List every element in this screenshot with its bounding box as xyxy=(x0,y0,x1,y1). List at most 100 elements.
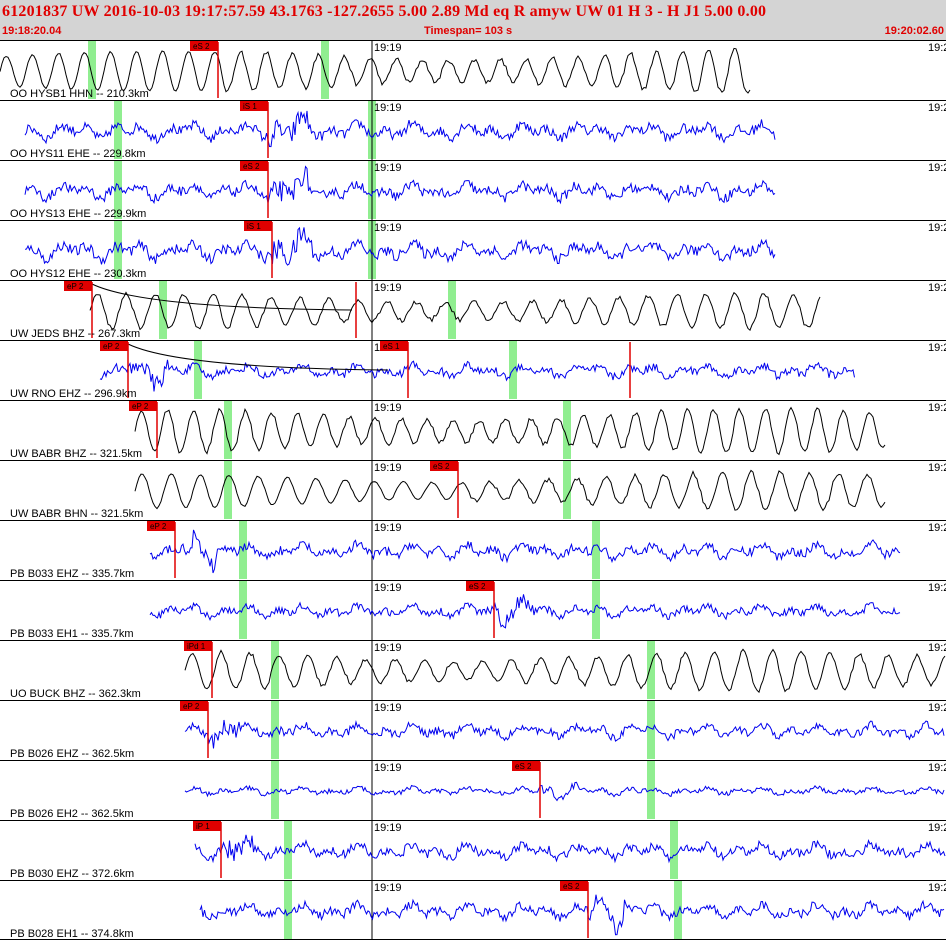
phase-pick-flag[interactable] xyxy=(147,521,175,531)
waveform-trace[interactable] xyxy=(184,781,945,802)
phase-pick-flag[interactable] xyxy=(512,761,540,771)
predicted-phase-marker xyxy=(592,521,600,579)
channel-label: PB B033 EHZ -- 335.7km xyxy=(10,568,134,580)
channel-label: PB B033 EH1 -- 335.7km xyxy=(10,628,134,640)
predicted-phase-marker xyxy=(647,641,655,699)
phase-pick-label: eS 1 xyxy=(383,342,400,351)
right-edge-label: 19:2 xyxy=(928,282,946,294)
right-edge-label: 19:2 xyxy=(928,162,946,174)
phase-pick-label: iPd 1 xyxy=(187,642,206,651)
phase-pick-flag[interactable] xyxy=(466,581,494,591)
time-tick-label: 19:19 xyxy=(374,42,402,54)
trace-panel[interactable]: 19:19 19:2 eS 2 OO HYSB1 HHN -- 210.3km xyxy=(0,40,946,101)
right-edge-label: 19:2 xyxy=(928,222,946,234)
channel-label: UW JEDS BHZ -- 267.3km xyxy=(10,328,140,340)
phase-pick-flag[interactable] xyxy=(240,101,268,111)
phase-pick-label: eS 2 xyxy=(243,162,260,171)
waveform-trace[interactable] xyxy=(134,406,886,456)
predicted-phase-marker xyxy=(159,281,167,339)
right-edge-label: 19:2 xyxy=(928,702,946,714)
phase-pick-flag[interactable] xyxy=(100,341,128,351)
waveform-trace[interactable] xyxy=(99,359,855,392)
channel-label: OO HYS11 EHE -- 229.8km xyxy=(10,148,146,160)
predicted-phase-marker xyxy=(674,881,682,939)
right-edge-label: 19:2 xyxy=(928,882,946,894)
channel-label: PB B026 EHZ -- 362.5km xyxy=(10,748,134,760)
channel-label: UW BABR BHZ -- 321.5km xyxy=(10,448,142,460)
channel-label: UW RNO EHZ -- 296.9km xyxy=(10,388,137,400)
waveform-trace[interactable] xyxy=(89,291,821,332)
waveform-trace[interactable] xyxy=(134,469,886,512)
trace-panel[interactable]: 19:19 19:2 eP 2 UW BABR BHZ -- 321.5km xyxy=(0,400,946,461)
time-tick-label: 19:19 xyxy=(374,462,402,474)
phase-pick-label: eP 2 xyxy=(150,522,167,531)
time-tick-label: 19:19 xyxy=(374,702,402,714)
phase-pick-flag[interactable] xyxy=(240,161,268,171)
phase-pick-label: iS 1 xyxy=(243,102,257,111)
trace-panel[interactable]: 19:19 19:2 eS 2 OO HYS13 EHE -- 229.9km xyxy=(0,160,946,221)
phase-pick-label: eS 2 xyxy=(433,462,450,471)
predicted-phase-marker xyxy=(224,461,232,519)
phase-pick-flag[interactable] xyxy=(180,701,208,711)
waveform-trace[interactable] xyxy=(149,529,901,574)
phase-pick-label: eP 2 xyxy=(183,702,200,711)
trace-panel[interactable]: 19:19 19:2 iS 1 OO HYS12 EHE -- 230.3km xyxy=(0,220,946,281)
channel-label: UW BABR BHN -- 321.5km xyxy=(10,508,143,520)
waveform-trace[interactable] xyxy=(184,648,946,694)
trace-panel[interactable]: 19:19 19:2 eP 2 PB B033 EHZ -- 335.7km xyxy=(0,520,946,581)
phase-pick-flag[interactable] xyxy=(129,401,157,411)
channel-label: OO HYS13 EHE -- 229.9km xyxy=(10,208,146,220)
phase-pick-flag[interactable] xyxy=(380,341,408,351)
predicted-phase-marker xyxy=(224,401,232,459)
trace-panel[interactable]: 19:19 19:2 iPd 1 UO BUCK BHZ -- 362.3km xyxy=(0,640,946,701)
phase-pick-flag[interactable] xyxy=(64,281,92,291)
waveform-trace[interactable] xyxy=(0,47,751,94)
predicted-phase-marker xyxy=(563,461,571,519)
trace-panel[interactable]: 19:19 19:2 iP 1 PB B030 EHZ -- 372.6km xyxy=(0,820,946,881)
phase-pick-flag[interactable] xyxy=(430,461,458,471)
trace-panel[interactable]: 19:19 19:2 eS 2 PB B026 EH2 -- 362.5km xyxy=(0,760,946,821)
phase-pick-flag[interactable] xyxy=(190,41,218,51)
waveform-trace[interactable] xyxy=(24,165,776,205)
channel-label: PB B030 EHZ -- 372.6km xyxy=(10,868,134,880)
phase-pick-flag[interactable] xyxy=(560,881,588,891)
phase-pick-label: eS 2 xyxy=(193,42,210,51)
phase-pick-label: eS 2 xyxy=(515,762,532,771)
phase-pick-label: eP 2 xyxy=(132,402,149,411)
end-time-label: 19:20:02.60 xyxy=(884,25,944,37)
phase-pick-flag[interactable] xyxy=(184,641,212,651)
time-tick-label: 19:19 xyxy=(374,282,402,294)
right-edge-label: 19:2 xyxy=(928,342,946,354)
waveform-trace[interactable] xyxy=(149,594,901,629)
phase-pick-flag[interactable] xyxy=(193,821,221,831)
predicted-phase-marker xyxy=(563,401,571,459)
waveform-trace[interactable] xyxy=(199,894,945,936)
waveform-trace[interactable] xyxy=(24,226,776,266)
phase-pick-label: eP 2 xyxy=(67,282,84,291)
predicted-phase-marker xyxy=(592,581,600,639)
predicted-phase-marker xyxy=(239,581,247,639)
trace-panel[interactable]: 19:19 19:2 eP 2 UW JEDS BHZ -- 267.3km xyxy=(0,280,946,341)
right-edge-label: 19:2 xyxy=(928,102,946,114)
right-edge-label: 19:2 xyxy=(928,762,946,774)
trace-panel[interactable]: 19:19 19:2 eP 2 PB B026 EHZ -- 362.5km xyxy=(0,700,946,761)
event-title: 61201837 UW 2016-10-03 19:17:57.59 43.17… xyxy=(2,3,767,20)
trace-panel[interactable]: 19:19 19:2 eS 2 PB B033 EH1 -- 335.7km xyxy=(0,580,946,641)
time-tick-label: 19:19 xyxy=(374,882,402,894)
waveform-trace[interactable] xyxy=(24,110,776,148)
time-tick-label: 19:19 xyxy=(374,522,402,534)
phase-pick-flag[interactable] xyxy=(244,221,272,231)
right-edge-label: 19:2 xyxy=(928,42,946,54)
waveform-trace[interactable] xyxy=(184,719,945,749)
predicted-phase-marker xyxy=(194,341,202,399)
trace-panel[interactable]: 19:19 19:2 eS 2 PB B028 EH1 -- 374.8km xyxy=(0,880,946,940)
trace-panel[interactable]: 19:19 19:2 eS 2 UW BABR BHN -- 321.5km xyxy=(0,460,946,521)
time-tick-label: 19:19 xyxy=(374,762,402,774)
time-tick-label: 19:19 xyxy=(374,402,402,414)
timespan-label: Timespan= 103 s xyxy=(424,25,513,37)
predicted-phase-marker xyxy=(647,701,655,759)
trace-panel[interactable]: 19:19 19:2 iS 1 OO HYS11 EHE -- 229.8km xyxy=(0,100,946,161)
waveform-trace[interactable] xyxy=(194,834,946,864)
